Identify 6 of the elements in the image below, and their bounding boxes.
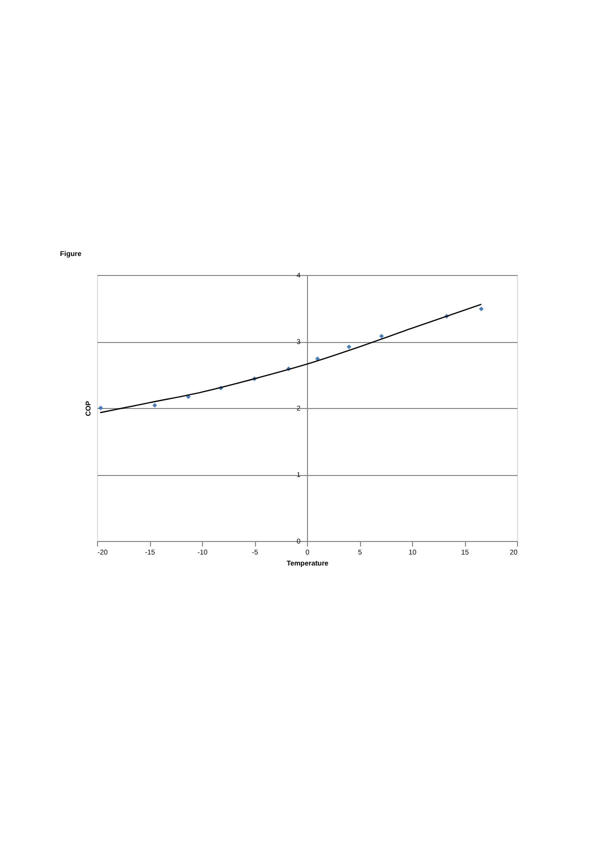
point [98, 406, 104, 410]
line-series [100, 304, 482, 414]
point [379, 334, 384, 339]
point [346, 344, 352, 350]
point [478, 306, 484, 312]
point [152, 402, 158, 408]
